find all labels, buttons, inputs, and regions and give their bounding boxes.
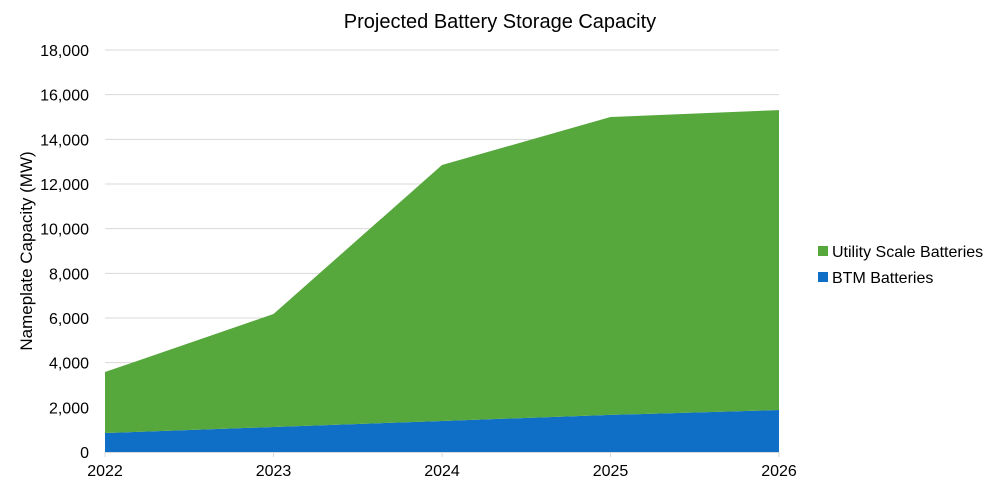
y-tick-label: 8,000 [49,266,89,283]
x-tick-label: 2022 [87,463,123,480]
area-btm-batteries [105,410,779,452]
y-tick-label: 18,000 [40,43,89,60]
y-tick-label: 12,000 [40,177,89,194]
y-tick-label: 2,000 [49,400,89,417]
chart-title: Projected Battery Storage Capacity [344,11,656,33]
y-tick-label: 14,000 [40,132,89,149]
legend: Utility Scale Batteries BTM Batteries [818,244,983,287]
plot-areas [105,110,779,452]
y-tick-label: 4,000 [49,356,89,373]
legend-label-btm-batteries: BTM Batteries [832,270,933,287]
legend-swatch-btm-batteries [818,272,828,282]
y-tick-label: 0 [80,445,89,462]
legend-swatch-utility-scale-batteries [818,246,828,256]
y-axis-label: Nameplate Capacity (MW) [17,151,36,350]
x-tick-label: 2024 [424,463,460,480]
y-tick-label: 16,000 [40,88,89,105]
y-tick-label: 10,000 [40,222,89,239]
legend-label-utility-scale-batteries: Utility Scale Batteries [832,244,983,261]
y-axis-ticks: 0 2,000 4,000 6,000 8,000 10,000 12,000 14,000 1… [40,43,89,462]
y-tick-label: 6,000 [49,311,89,328]
x-tick-label: 2023 [256,463,292,480]
area-utility-scale-batteries [105,110,779,434]
x-tick-label: 2025 [593,463,629,480]
x-tick-label: 2026 [761,463,797,480]
x-axis-ticks: 2022 2023 2024 2025 2026 [87,452,797,480]
